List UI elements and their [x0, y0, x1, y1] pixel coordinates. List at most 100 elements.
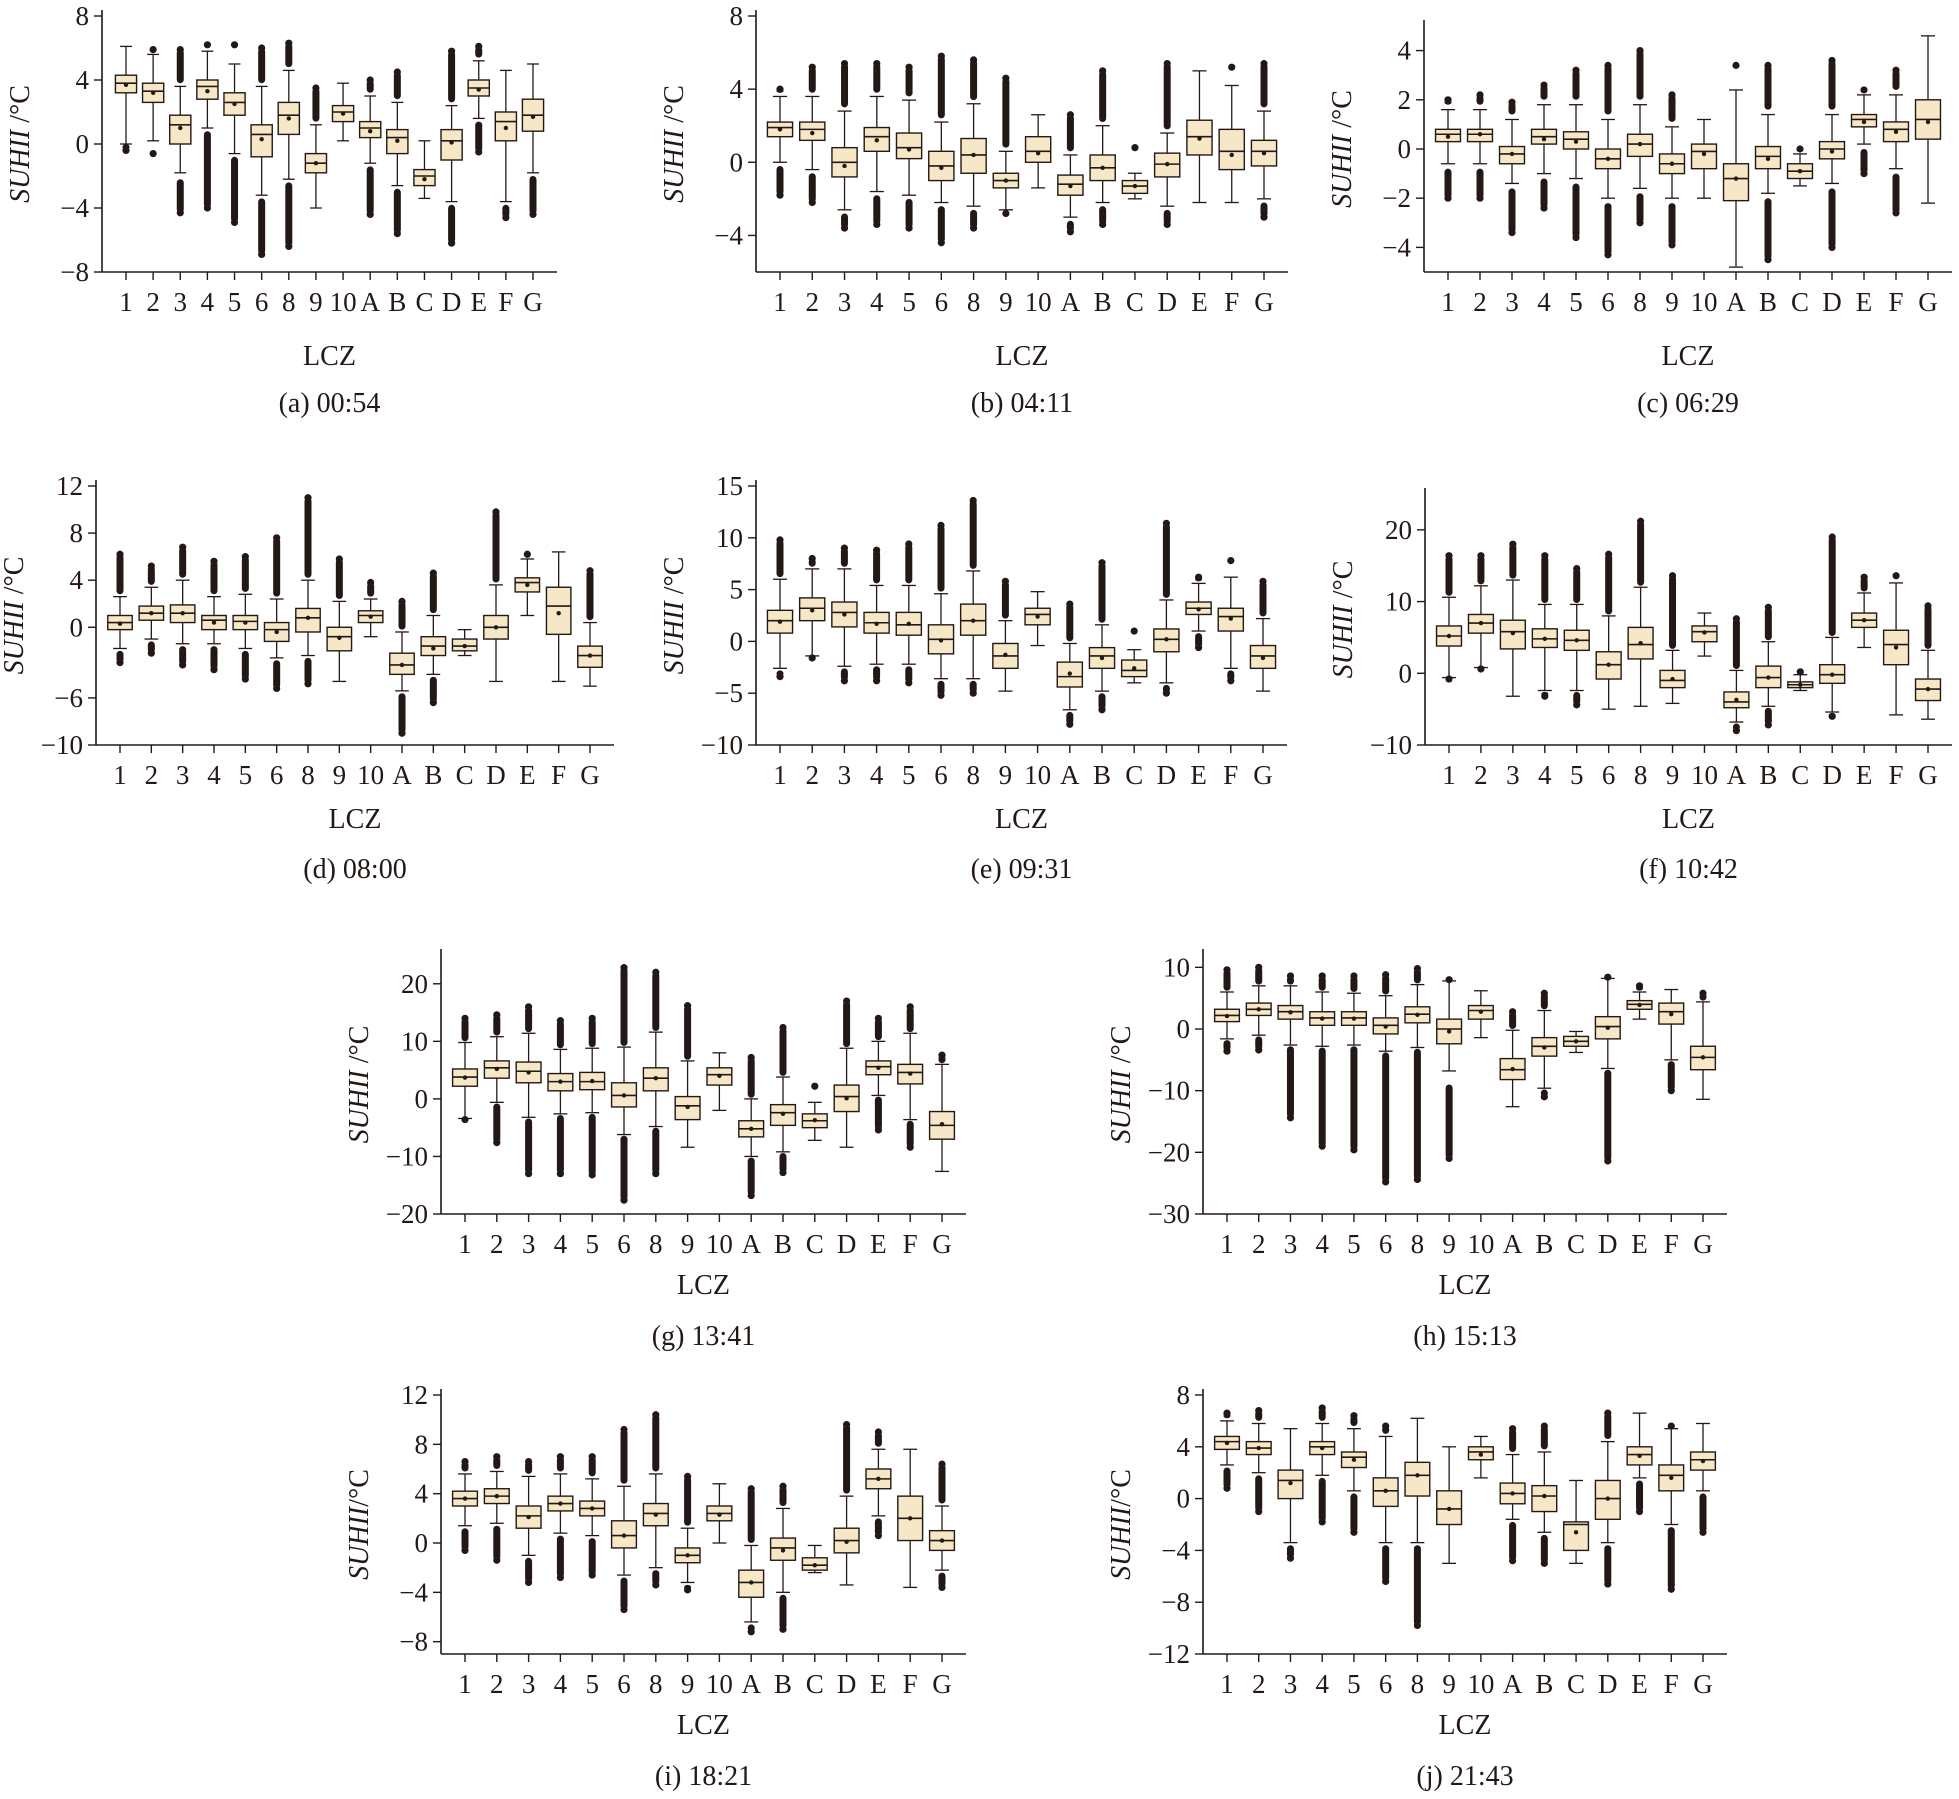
outliers-high-extreme — [1732, 615, 1740, 623]
box-G — [928, 1460, 956, 1591]
box-B — [420, 569, 447, 707]
outliers-low-cloud — [874, 1096, 882, 1130]
y-axis-label-main: SUHII — [0, 594, 30, 674]
box-D — [1153, 59, 1181, 229]
y-tick-label: −12 — [1148, 1639, 1190, 1669]
y-tick-label: −4 — [60, 193, 89, 223]
outliers-high-cloud — [937, 56, 945, 119]
box-1 — [114, 45, 138, 154]
mean-marker — [621, 1533, 627, 1538]
box-2 — [483, 1011, 510, 1147]
outliers-high-cloud — [304, 497, 312, 578]
outliers-high-cloud — [938, 1464, 946, 1504]
outliers-high-cloud — [1259, 581, 1267, 617]
outliers-high-cloud — [1924, 605, 1932, 649]
box-9 — [992, 577, 1019, 692]
outliers-low-cloud — [502, 204, 510, 218]
mean-marker — [1003, 652, 1008, 658]
box-10 — [1024, 114, 1052, 189]
outliers-low-cloud — [210, 646, 218, 670]
x-tick-label: 9 — [1442, 1669, 1456, 1699]
outliers-high-extreme — [1318, 1404, 1326, 1412]
outliers-low-extreme — [1318, 1518, 1326, 1526]
x-tick-label: 4 — [554, 1229, 568, 1259]
x-tick-label: 9 — [999, 760, 1013, 790]
mean-marker — [1256, 1445, 1261, 1451]
outliers-high-cloud — [808, 67, 816, 93]
outliers-high-cloud — [210, 561, 218, 595]
y-tick-label: 15 — [716, 471, 743, 501]
outliers-high-cloud — [1350, 975, 1358, 992]
mean-marker — [1669, 1475, 1674, 1481]
outliers-high-extreme — [1635, 982, 1644, 990]
box-E — [1850, 86, 1878, 178]
y-tick-label: 8 — [415, 1429, 429, 1459]
y-tick-label: 10 — [401, 1026, 428, 1056]
x-tick-label: 6 — [934, 760, 948, 790]
box-A — [389, 597, 415, 737]
outliers-high-extreme — [285, 39, 293, 47]
y-tick-label: 10 — [1163, 952, 1190, 982]
x-tick-label: G — [1693, 1229, 1713, 1259]
box-8 — [1627, 517, 1654, 707]
mean-marker — [1288, 1480, 1293, 1486]
outliers-high-extreme — [1572, 66, 1580, 74]
box-B — [1754, 61, 1782, 264]
outliers-low-extreme — [747, 1628, 755, 1636]
x-tick-label: A — [741, 1229, 761, 1259]
box-D — [1819, 533, 1846, 720]
outliers-high-cloud — [1604, 1413, 1612, 1440]
x-tick-label: G — [932, 1669, 952, 1699]
outliers-low-extreme — [1572, 233, 1580, 242]
box-G — [1249, 577, 1277, 692]
y-tick-label: 0 — [415, 1528, 429, 1558]
outliers-high-extreme — [1605, 550, 1613, 558]
outliers-low-extreme — [1764, 721, 1772, 729]
x-tick-label: G — [932, 1229, 952, 1259]
box-6 — [263, 534, 290, 693]
box-E — [1850, 573, 1878, 649]
outliers-low-extreme — [1413, 1175, 1421, 1184]
x-tick-label: 4 — [870, 760, 884, 790]
box-D — [1594, 1409, 1621, 1588]
box-1 — [451, 1458, 479, 1554]
outliers-high-extreme — [620, 964, 628, 972]
outliers-high-cloud — [1509, 544, 1517, 579]
outliers-low-cloud — [475, 121, 483, 152]
outliers-high-cloud — [1636, 50, 1644, 100]
mean-marker — [1637, 1002, 1642, 1008]
outliers-high-cloud — [448, 51, 456, 103]
outliers-high-extreme — [1227, 556, 1235, 565]
x-tick-label: 3 — [1505, 287, 1519, 317]
outliers-high-cloud — [873, 550, 881, 584]
outliers-low-cloud — [588, 1113, 596, 1175]
outliers-high-cloud — [1260, 63, 1268, 108]
outliers-high-extreme — [1382, 1422, 1390, 1430]
mean-marker — [1638, 640, 1643, 646]
x-tick-label: F — [1664, 1229, 1679, 1259]
x-tick-label: D — [1157, 760, 1177, 790]
outliers-low-cloud — [1636, 1480, 1644, 1512]
outliers-low-extreme — [1286, 1114, 1295, 1122]
outliers-high-extreme — [1604, 61, 1612, 69]
y-tick-label: 4 — [1177, 1432, 1191, 1462]
x-tick-label: 2 — [1252, 1229, 1266, 1259]
mean-marker — [503, 125, 509, 131]
mean-marker — [1733, 176, 1739, 181]
outliers-high-extreme — [874, 1014, 883, 1022]
outliers-high-cloud — [1163, 63, 1171, 130]
x-tick-label: C — [1567, 1669, 1585, 1699]
outliers-high-extreme — [492, 508, 500, 516]
x-tick-label: E — [1856, 287, 1873, 317]
x-tick-label: 3 — [1284, 1229, 1298, 1259]
outliers-high-cloud — [776, 539, 784, 578]
y-tick-label: 0 — [1177, 1484, 1191, 1514]
mean-marker — [590, 1506, 595, 1511]
outliers-low-extreme — [1476, 194, 1484, 202]
outliers-low-cloud — [873, 195, 881, 225]
y-tick-label: 10 — [1385, 587, 1412, 617]
outliers-low-cloud — [1195, 633, 1203, 648]
outliers-low-cloud — [620, 1577, 628, 1610]
outliers-high-cloud — [179, 547, 187, 578]
outliers-high-cloud — [1637, 521, 1645, 586]
